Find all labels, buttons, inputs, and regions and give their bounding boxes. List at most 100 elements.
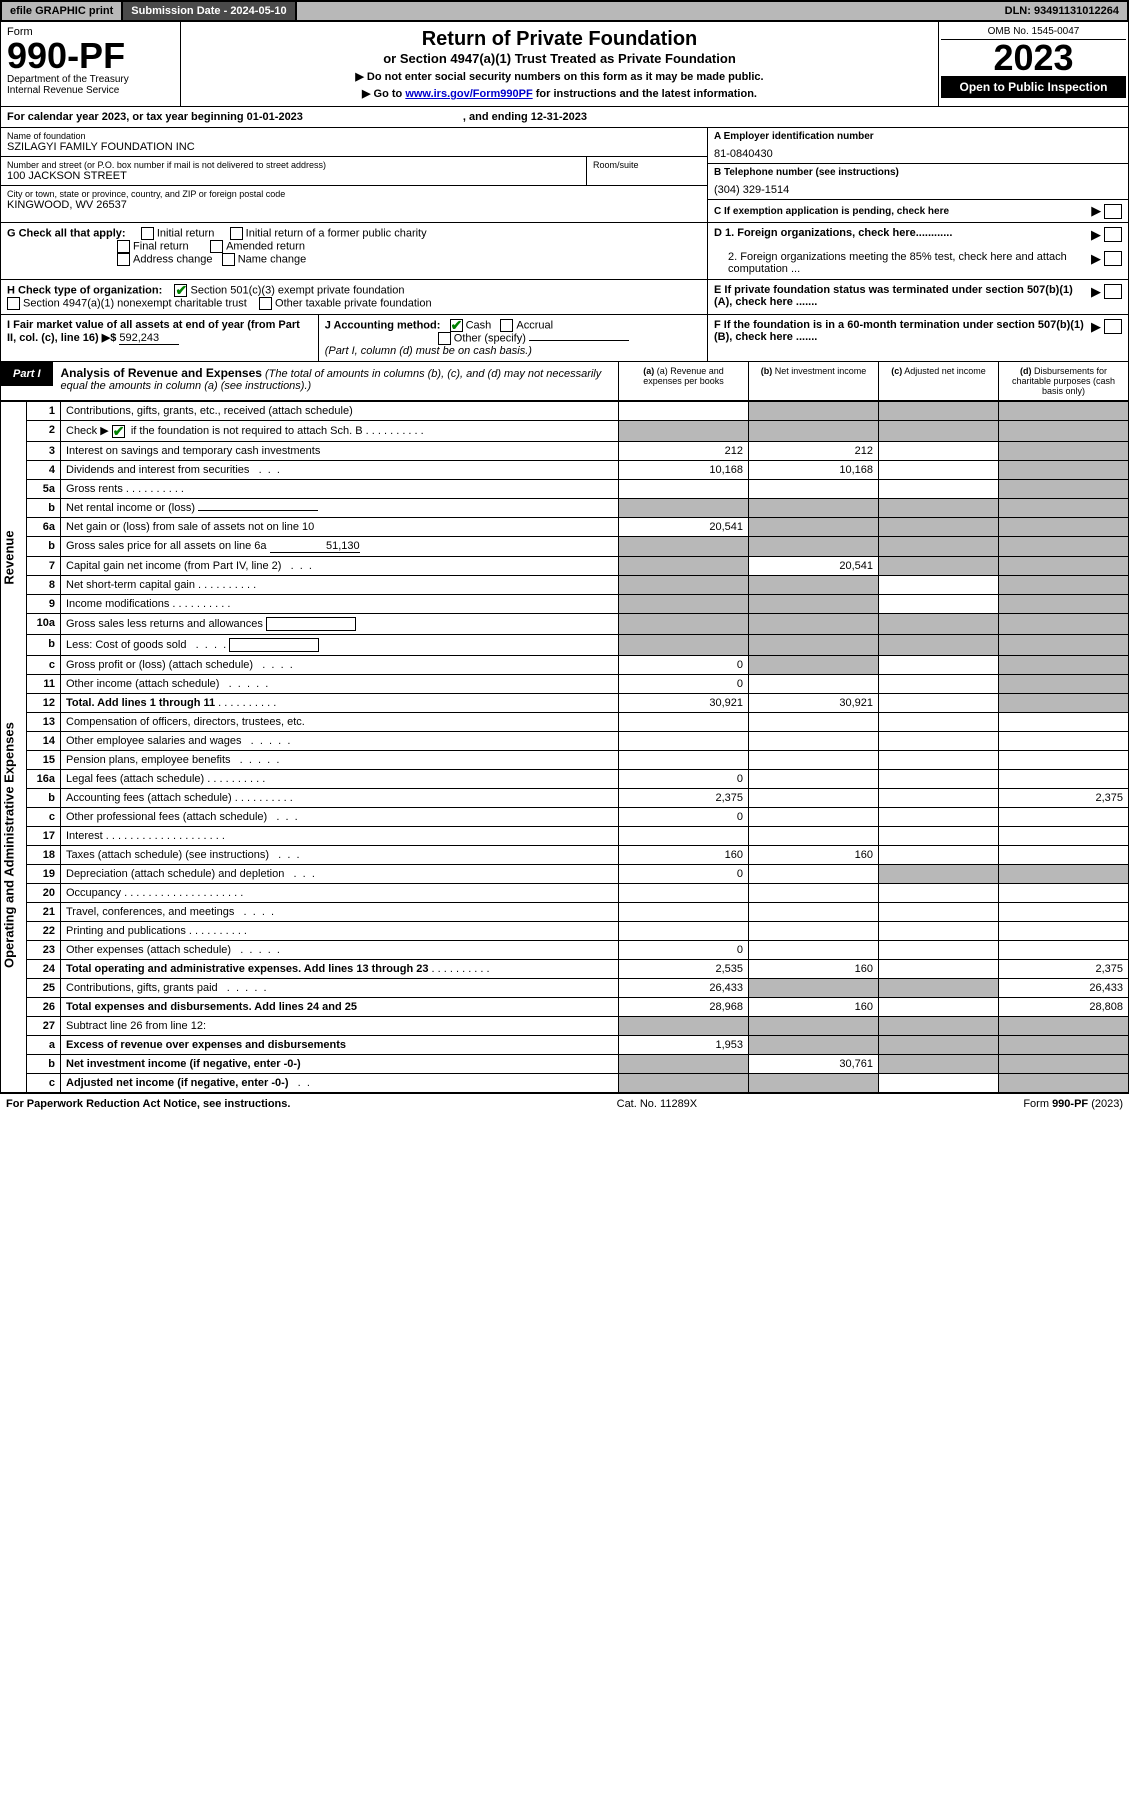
- form-title: Return of Private Foundation: [187, 28, 932, 51]
- page-footer: For Paperwork Reduction Act Notice, see …: [0, 1093, 1129, 1114]
- goto-note: ▶ Go to www.irs.gov/Form990PF for instru…: [187, 87, 932, 100]
- line16b-col-d: 2,375: [999, 788, 1129, 807]
- irs-label: Internal Revenue Service: [7, 85, 174, 96]
- d1-checkbox[interactable]: [1104, 227, 1122, 242]
- ein-value: 81-0840430: [714, 142, 1122, 160]
- city-label: City or town, state or province, country…: [7, 189, 701, 199]
- form990pf-link[interactable]: www.irs.gov/Form990PF: [405, 88, 532, 100]
- e-checkbox[interactable]: [1104, 284, 1122, 299]
- line4-col-a: 10,168: [619, 460, 749, 479]
- line7-col-b: 20,541: [749, 556, 879, 575]
- part1-tag: Part I: [1, 362, 53, 386]
- topbar: efile GRAPHIC print Submission Date - 20…: [0, 0, 1129, 22]
- j-accrual-chk[interactable]: [500, 319, 513, 332]
- line25-col-a: 26,433: [619, 978, 749, 997]
- line4-col-b: 10,168: [749, 460, 879, 479]
- h-other-taxable-chk[interactable]: [259, 297, 272, 310]
- line24-col-d: 2,375: [999, 959, 1129, 978]
- line3-col-b: 212: [749, 441, 879, 460]
- c-checkbox[interactable]: [1104, 204, 1122, 219]
- cat-no: Cat. No. 11289X: [617, 1098, 698, 1110]
- room-label: Room/suite: [593, 160, 701, 170]
- tax-year: 2023: [941, 40, 1126, 76]
- city-state-zip: KINGWOOD, WV 26537: [7, 199, 701, 211]
- submission-date: Submission Date - 2024-05-10: [123, 2, 296, 20]
- line27a-col-a: 1,953: [619, 1035, 749, 1054]
- form-ref: Form 990-PF (2023): [1023, 1098, 1123, 1110]
- g-final-return-chk[interactable]: [117, 240, 130, 253]
- col-c-header: (c) Adjusted net income: [878, 362, 998, 400]
- line10c-col-a: 0: [619, 655, 749, 674]
- line3-col-a: 212: [619, 441, 749, 460]
- line25-col-d: 26,433: [999, 978, 1129, 997]
- entity-info: Name of foundation SZILAGYI FAMILY FOUND…: [0, 128, 1129, 223]
- section-h-e: H Check type of organization: Section 50…: [0, 280, 1129, 315]
- g-initial-former-chk[interactable]: [230, 227, 243, 240]
- form-header: Form 990-PF Department of the Treasury I…: [0, 22, 1129, 107]
- line26-col-a: 28,968: [619, 997, 749, 1016]
- dept-treasury: Department of the Treasury: [7, 74, 174, 85]
- line12-col-b: 30,921: [749, 693, 879, 712]
- f-label: F If the foundation is in a 60-month ter…: [714, 319, 1091, 343]
- part1-header: Part I Analysis of Revenue and Expenses …: [0, 362, 1129, 401]
- d1-label: D 1. Foreign organizations, check here..…: [714, 227, 1091, 243]
- e-label: E If private foundation status was termi…: [714, 284, 1091, 308]
- dln: DLN: 93491131012264: [997, 2, 1127, 20]
- line11-col-a: 0: [619, 674, 749, 693]
- line26-col-d: 28,808: [999, 997, 1129, 1016]
- ssn-note: ▶ Do not enter social security numbers o…: [187, 70, 932, 83]
- section-ij-f: I Fair market value of all assets at end…: [0, 315, 1129, 362]
- ein-label: A Employer identification number: [714, 131, 1122, 142]
- efile-label[interactable]: efile GRAPHIC print: [2, 2, 123, 20]
- phone-label: B Telephone number (see instructions): [714, 167, 1122, 178]
- line6a-col-a: 20,541: [619, 517, 749, 536]
- line16a-col-a: 0: [619, 769, 749, 788]
- form-subtitle: or Section 4947(a)(1) Trust Treated as P…: [187, 51, 932, 66]
- i-fmv-value: 592,243: [119, 332, 179, 345]
- j-cash-chk[interactable]: [450, 319, 463, 332]
- f-checkbox[interactable]: [1104, 319, 1122, 334]
- part1-table: Revenue 1Contributions, gifts, grants, e…: [0, 401, 1129, 1093]
- j-note: (Part I, column (d) must be on cash basi…: [325, 345, 532, 357]
- phone-value: (304) 329-1514: [714, 178, 1122, 196]
- line24-col-a: 2,535: [619, 959, 749, 978]
- paperwork-notice: For Paperwork Reduction Act Notice, see …: [6, 1098, 290, 1110]
- line18-col-b: 160: [749, 845, 879, 864]
- col-b-header: (b) Net investment income: [748, 362, 878, 400]
- part1-title: Analysis of Revenue and Expenses: [61, 366, 262, 380]
- line27b-col-b: 30,761: [749, 1054, 879, 1073]
- d2-checkbox[interactable]: [1104, 251, 1122, 266]
- line24-col-b: 160: [749, 959, 879, 978]
- addr-label: Number and street (or P.O. box number if…: [7, 160, 580, 170]
- g-address-change-chk[interactable]: [117, 253, 130, 266]
- g-name-change-chk[interactable]: [222, 253, 235, 266]
- j-label: J Accounting method:: [325, 319, 441, 331]
- revenue-sidelabel: Revenue: [1, 402, 27, 713]
- line16c-col-a: 0: [619, 807, 749, 826]
- h-label: H Check type of organization:: [7, 284, 162, 296]
- line19-col-a: 0: [619, 864, 749, 883]
- form-number: 990-PF: [7, 38, 174, 74]
- calendar-year-row: For calendar year 2023, or tax year begi…: [0, 107, 1129, 128]
- open-public: Open to Public Inspection: [941, 76, 1126, 98]
- line23-col-a: 0: [619, 940, 749, 959]
- j-other-chk[interactable]: [438, 332, 451, 345]
- h-501c3-chk[interactable]: [174, 284, 187, 297]
- c-label: C If exemption application is pending, c…: [714, 206, 1091, 217]
- g-amended-chk[interactable]: [210, 240, 223, 253]
- col-a-header: (a) (a) Revenue and expenses per books: [618, 362, 748, 400]
- g-initial-return-chk[interactable]: [141, 227, 154, 240]
- foundation-name: SZILAGYI FAMILY FOUNDATION INC: [7, 141, 701, 153]
- expenses-sidelabel: Operating and Administrative Expenses: [1, 712, 27, 978]
- h-4947-chk[interactable]: [7, 297, 20, 310]
- schb-chk[interactable]: [112, 425, 125, 438]
- line6b-gross-sales: 51,130: [270, 540, 360, 553]
- d2-label: 2. Foreign organizations meeting the 85%…: [728, 251, 1091, 275]
- line18-col-a: 160: [619, 845, 749, 864]
- line12-col-a: 30,921: [619, 693, 749, 712]
- line26-col-b: 160: [749, 997, 879, 1016]
- line16b-col-a: 2,375: [619, 788, 749, 807]
- g-label: G Check all that apply:: [7, 227, 126, 239]
- col-d-header: (d) Disbursements for charitable purpose…: [998, 362, 1128, 400]
- section-g-d: G Check all that apply: Initial return I…: [0, 223, 1129, 280]
